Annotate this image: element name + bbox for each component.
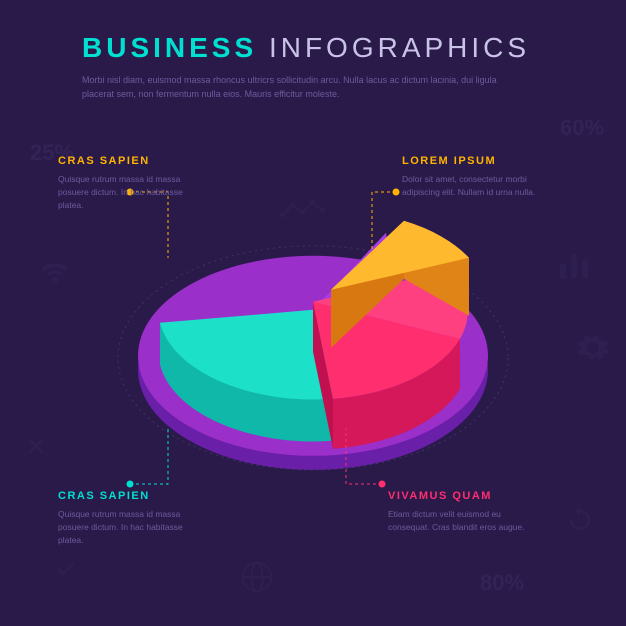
bg-percent: 80% xyxy=(480,570,524,596)
gear-icon xyxy=(575,330,611,366)
callout-body: Quisque rutrum massa id massa posuere di… xyxy=(58,173,208,211)
wifi-icon xyxy=(35,250,75,290)
bg-percent: 60% xyxy=(560,115,604,141)
callout-body: Etiam dictum velit euismod eu consequat.… xyxy=(388,508,538,534)
callout-top-left: CRAS SAPIEN Quisque rutrum massa id mass… xyxy=(58,155,208,211)
arrow-sync-icon xyxy=(565,505,595,535)
subtitle-text: Morbi nisl diam, euismod massa rhoncus u… xyxy=(82,74,522,101)
bars-icon xyxy=(555,245,593,283)
callout-body: Dolor sit amet, consectetur morbi adipis… xyxy=(402,173,552,199)
callout-bottom-right: VIVAMUS QUAM Etiam dictum velit euismod … xyxy=(388,490,538,534)
title-light: INFOGRAPHICS xyxy=(269,32,530,63)
infographic-canvas: 25% 60% 80% BUSINESS INFOGRAPHICS Morbi … xyxy=(0,0,626,626)
callout-heading: CRAS SAPIEN xyxy=(58,490,208,502)
title-block: BUSINESS INFOGRAPHICS Morbi nisl diam, e… xyxy=(82,32,530,101)
callout-bottom-left: CRAS SAPIEN Quisque rutrum massa id mass… xyxy=(58,490,208,546)
callout-heading: CRAS SAPIEN xyxy=(58,155,208,167)
callout-body: Quisque rutrum massa id massa posuere di… xyxy=(58,508,208,546)
check-icon xyxy=(55,558,77,580)
cross-icon xyxy=(25,435,47,457)
globe-icon xyxy=(240,560,274,594)
title-bold: BUSINESS xyxy=(82,32,257,63)
callout-heading: LOREM IPSUM xyxy=(402,155,552,167)
callout-top-right: LOREM IPSUM Dolor sit amet, consectetur … xyxy=(402,155,552,199)
main-title: BUSINESS INFOGRAPHICS xyxy=(82,32,530,64)
callout-heading: VIVAMUS QUAM xyxy=(388,490,538,502)
